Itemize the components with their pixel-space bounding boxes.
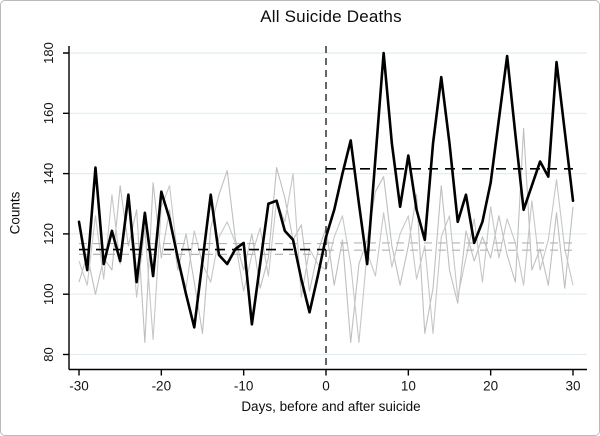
- y-tick-label: 160: [41, 102, 56, 124]
- y-tick-label: 140: [41, 163, 56, 185]
- comparison-series-2-line: [78, 173, 574, 343]
- x-tick-label: -30: [69, 379, 89, 394]
- y-tick-label: 80: [41, 347, 56, 361]
- y-tick-label: 120: [41, 223, 56, 245]
- y-tick-label: 100: [41, 283, 56, 305]
- x-tick-label: 30: [565, 379, 580, 394]
- x-tick-label: 20: [483, 379, 498, 394]
- x-tick-label: -10: [234, 379, 254, 394]
- x-axis-label: Days, before and after suicide: [241, 399, 421, 414]
- x-tick-label: -20: [152, 379, 172, 394]
- x-tick-label: 10: [401, 379, 416, 394]
- y-tick-label: 180: [41, 42, 56, 64]
- all-suicide-deaths-line: [77, 51, 575, 329]
- x-tick-label: 0: [322, 379, 330, 394]
- chart-title: All Suicide Deaths: [260, 7, 402, 26]
